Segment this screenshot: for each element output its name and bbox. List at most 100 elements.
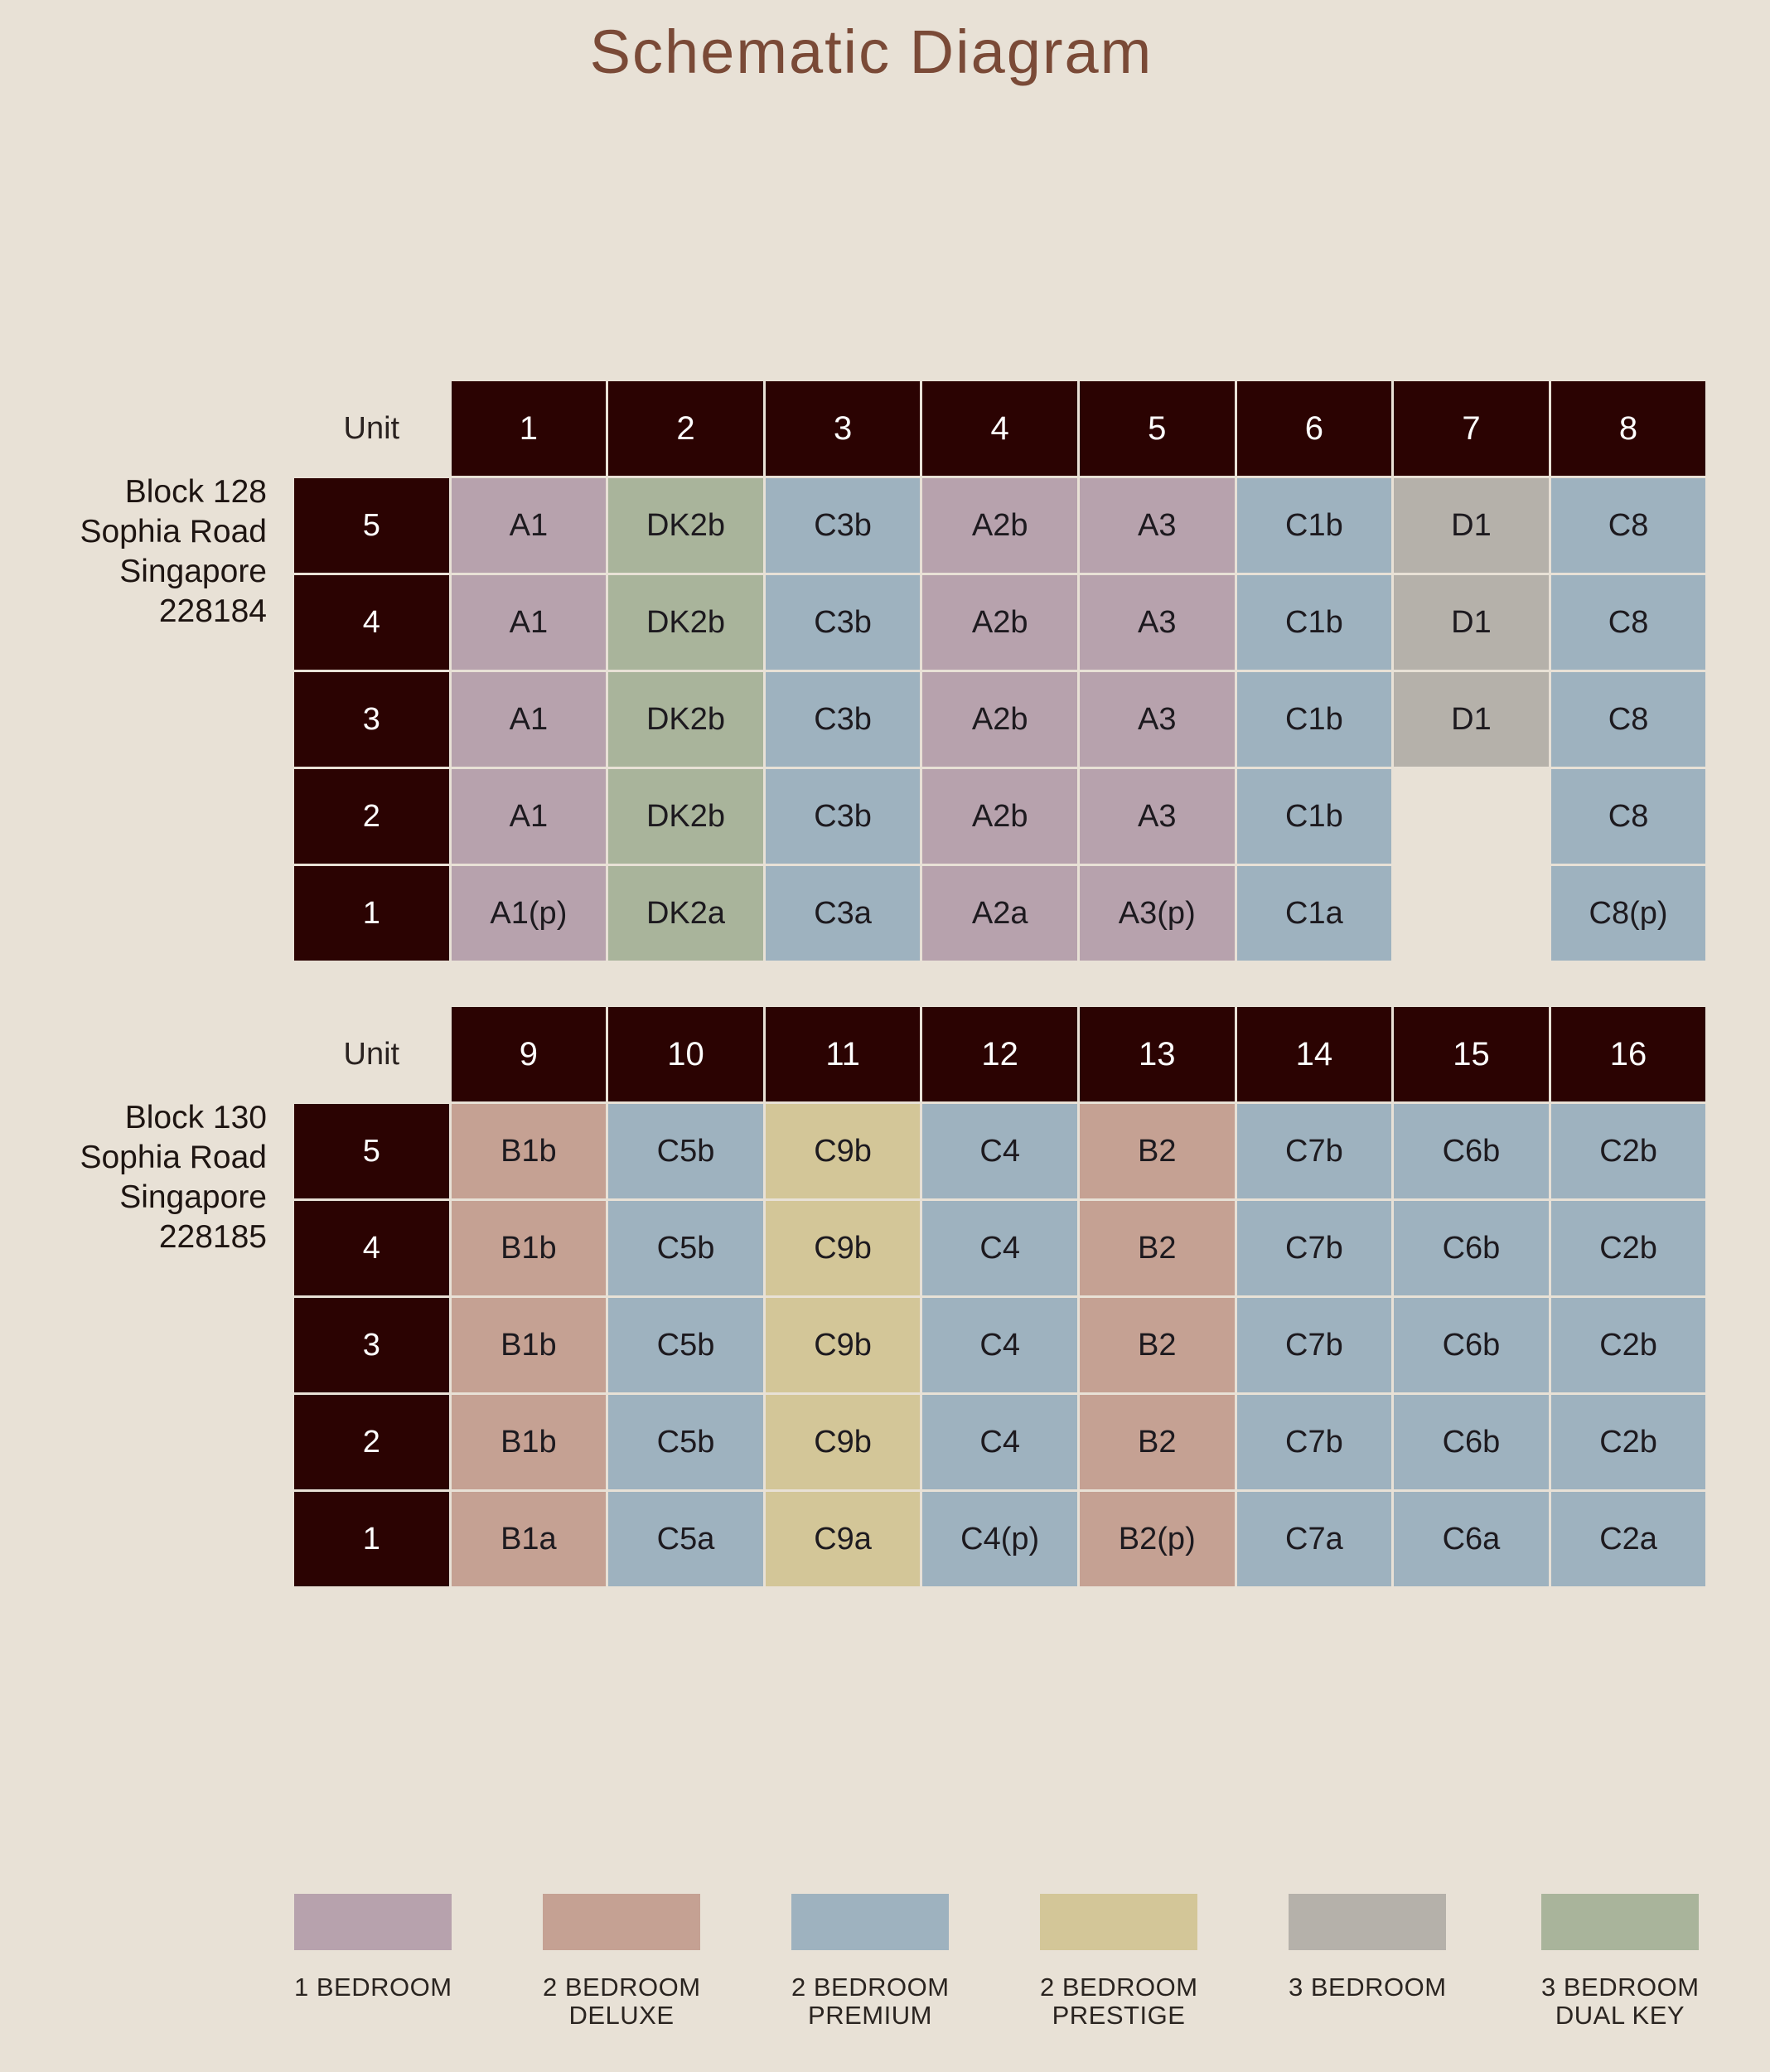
- unit-cell[interactable]: C1b: [1236, 575, 1392, 670]
- unit-cell[interactable]: B2: [1079, 1201, 1235, 1295]
- block-address: Block 128 Sophia Road Singapore 228184: [0, 472, 267, 632]
- unit-cell[interactable]: C3a: [765, 866, 921, 961]
- unit-cell[interactable]: C8: [1550, 769, 1706, 864]
- legend-swatch: [1541, 1894, 1699, 1950]
- unit-cell[interactable]: C4: [922, 1298, 1077, 1392]
- floor-number: 4: [294, 575, 449, 670]
- unit-cell[interactable]: A2a: [922, 866, 1077, 961]
- legend-label: 2 BEDROOM DELUXE: [543, 1973, 700, 2030]
- unit-cell[interactable]: A2b: [922, 575, 1077, 670]
- unit-cell[interactable]: B2: [1079, 1104, 1235, 1198]
- unit-cell[interactable]: B1a: [451, 1492, 607, 1586]
- unit-cell[interactable]: C6a: [1394, 1492, 1549, 1586]
- unit-cell[interactable]: D1: [1394, 575, 1549, 670]
- unit-cell[interactable]: C5a: [608, 1492, 763, 1586]
- unit-cell[interactable]: C6b: [1394, 1104, 1549, 1198]
- unit-cell[interactable]: C4: [922, 1395, 1077, 1489]
- block-address: Block 130 Sophia Road Singapore 228185: [0, 1098, 267, 1257]
- unit-cell[interactable]: C9b: [765, 1104, 921, 1198]
- unit-cell[interactable]: B1b: [451, 1298, 607, 1392]
- unit-cell[interactable]: C5b: [608, 1104, 763, 1198]
- unit-cell[interactable]: C8: [1550, 672, 1706, 767]
- unit-cell[interactable]: B1b: [451, 1201, 607, 1295]
- unit-cell[interactable]: B2: [1079, 1395, 1235, 1489]
- unit-cell[interactable]: C5b: [608, 1395, 763, 1489]
- unit-cell[interactable]: DK2b: [608, 769, 763, 864]
- legend-label-line: PRESTIGE: [1052, 2001, 1186, 2030]
- unit-number: 11: [765, 1007, 921, 1101]
- unit-cell[interactable]: C8: [1550, 575, 1706, 670]
- unit-cell[interactable]: A1: [451, 478, 607, 573]
- unit-number: 15: [1394, 1007, 1549, 1101]
- unit-cell[interactable]: C7a: [1236, 1492, 1392, 1586]
- unit-cell[interactable]: C7b: [1236, 1104, 1392, 1198]
- legend-label-line: 2 BEDROOM: [1040, 1973, 1198, 2002]
- unit-cell[interactable]: A3: [1079, 478, 1235, 573]
- legend-item: 2 BEDROOM PREMIUM: [791, 1894, 949, 2030]
- unit-cell[interactable]: C1b: [1236, 478, 1392, 573]
- floor-number: 3: [294, 672, 449, 767]
- legend-label-line: 3 BEDROOM: [1541, 1973, 1700, 2002]
- unit-cell[interactable]: C3b: [765, 769, 921, 864]
- unit-cell[interactable]: C3b: [765, 478, 921, 573]
- address-line: Block 130: [124, 1100, 267, 1135]
- unit-cell[interactable]: A3: [1079, 575, 1235, 670]
- legend-label: 2 BEDROOM PRESTIGE: [1040, 1973, 1197, 2030]
- unit-cell[interactable]: B2: [1079, 1298, 1235, 1392]
- unit-cell[interactable]: C2b: [1550, 1201, 1706, 1295]
- unit-cell[interactable]: C2b: [1550, 1395, 1706, 1489]
- unit-cell[interactable]: C4: [922, 1201, 1077, 1295]
- unit-cell[interactable]: C1a: [1236, 866, 1392, 961]
- unit-cell[interactable]: C7b: [1236, 1298, 1392, 1392]
- unit-cell[interactable]: DK2b: [608, 478, 763, 573]
- unit-cell[interactable]: C3b: [765, 575, 921, 670]
- unit-cell[interactable]: A2b: [922, 769, 1077, 864]
- unit-cell[interactable]: DK2b: [608, 672, 763, 767]
- unit-cell[interactable]: C5b: [608, 1201, 763, 1295]
- unit-cell[interactable]: C9b: [765, 1395, 921, 1489]
- unit-cell[interactable]: A3: [1079, 769, 1235, 864]
- unit-header-label: Unit: [343, 1036, 400, 1072]
- legend-item: 3 BEDROOM: [1289, 1894, 1446, 2002]
- unit-cell[interactable]: C6b: [1394, 1298, 1549, 1392]
- unit-cell[interactable]: C8: [1550, 478, 1706, 573]
- unit-cell[interactable]: C2b: [1550, 1298, 1706, 1392]
- unit-cell[interactable]: D1: [1394, 478, 1549, 573]
- unit-cell[interactable]: C1b: [1236, 769, 1392, 864]
- unit-cell[interactable]: C9a: [765, 1492, 921, 1586]
- unit-number: 1: [451, 381, 607, 476]
- unit-cell[interactable]: C9b: [765, 1201, 921, 1295]
- legend-label-line: DELUXE: [568, 2001, 675, 2030]
- unit-cell[interactable]: C4(p): [922, 1492, 1077, 1586]
- unit-cell[interactable]: A3: [1079, 672, 1235, 767]
- unit-cell[interactable]: C2b: [1550, 1104, 1706, 1198]
- unit-cell[interactable]: A1: [451, 769, 607, 864]
- unit-cell[interactable]: C2a: [1550, 1492, 1706, 1586]
- unit-cell[interactable]: C6b: [1394, 1201, 1549, 1295]
- unit-cell[interactable]: C8(p): [1550, 866, 1706, 961]
- unit-cell[interactable]: A2b: [922, 478, 1077, 573]
- unit-cell[interactable]: B2(p): [1079, 1492, 1235, 1586]
- unit-cell[interactable]: C7b: [1236, 1201, 1392, 1295]
- unit-cell[interactable]: C3b: [765, 672, 921, 767]
- unit-number: 13: [1079, 1007, 1235, 1101]
- unit-cell[interactable]: B1b: [451, 1104, 607, 1198]
- unit-cell[interactable]: DK2b: [608, 575, 763, 670]
- unit-cell[interactable]: A2b: [922, 672, 1077, 767]
- unit-cell[interactable]: A1(p): [451, 866, 607, 961]
- unit-cell[interactable]: A3(p): [1079, 866, 1235, 961]
- unit-cell[interactable]: D1: [1394, 672, 1549, 767]
- unit-number: 5: [1079, 381, 1235, 476]
- unit-cell[interactable]: DK2a: [608, 866, 763, 961]
- unit-cell[interactable]: B1b: [451, 1395, 607, 1489]
- legend-label: 3 BEDROOM DUAL KEY: [1541, 1973, 1699, 2030]
- unit-cell[interactable]: C9b: [765, 1298, 921, 1392]
- unit-cell[interactable]: C6b: [1394, 1395, 1549, 1489]
- unit-cell[interactable]: C7b: [1236, 1395, 1392, 1489]
- unit-cell[interactable]: C1b: [1236, 672, 1392, 767]
- unit-cell[interactable]: C4: [922, 1104, 1077, 1198]
- unit-cell[interactable]: A1: [451, 672, 607, 767]
- floor-number: 1: [294, 866, 449, 961]
- unit-cell[interactable]: C5b: [608, 1298, 763, 1392]
- unit-cell[interactable]: A1: [451, 575, 607, 670]
